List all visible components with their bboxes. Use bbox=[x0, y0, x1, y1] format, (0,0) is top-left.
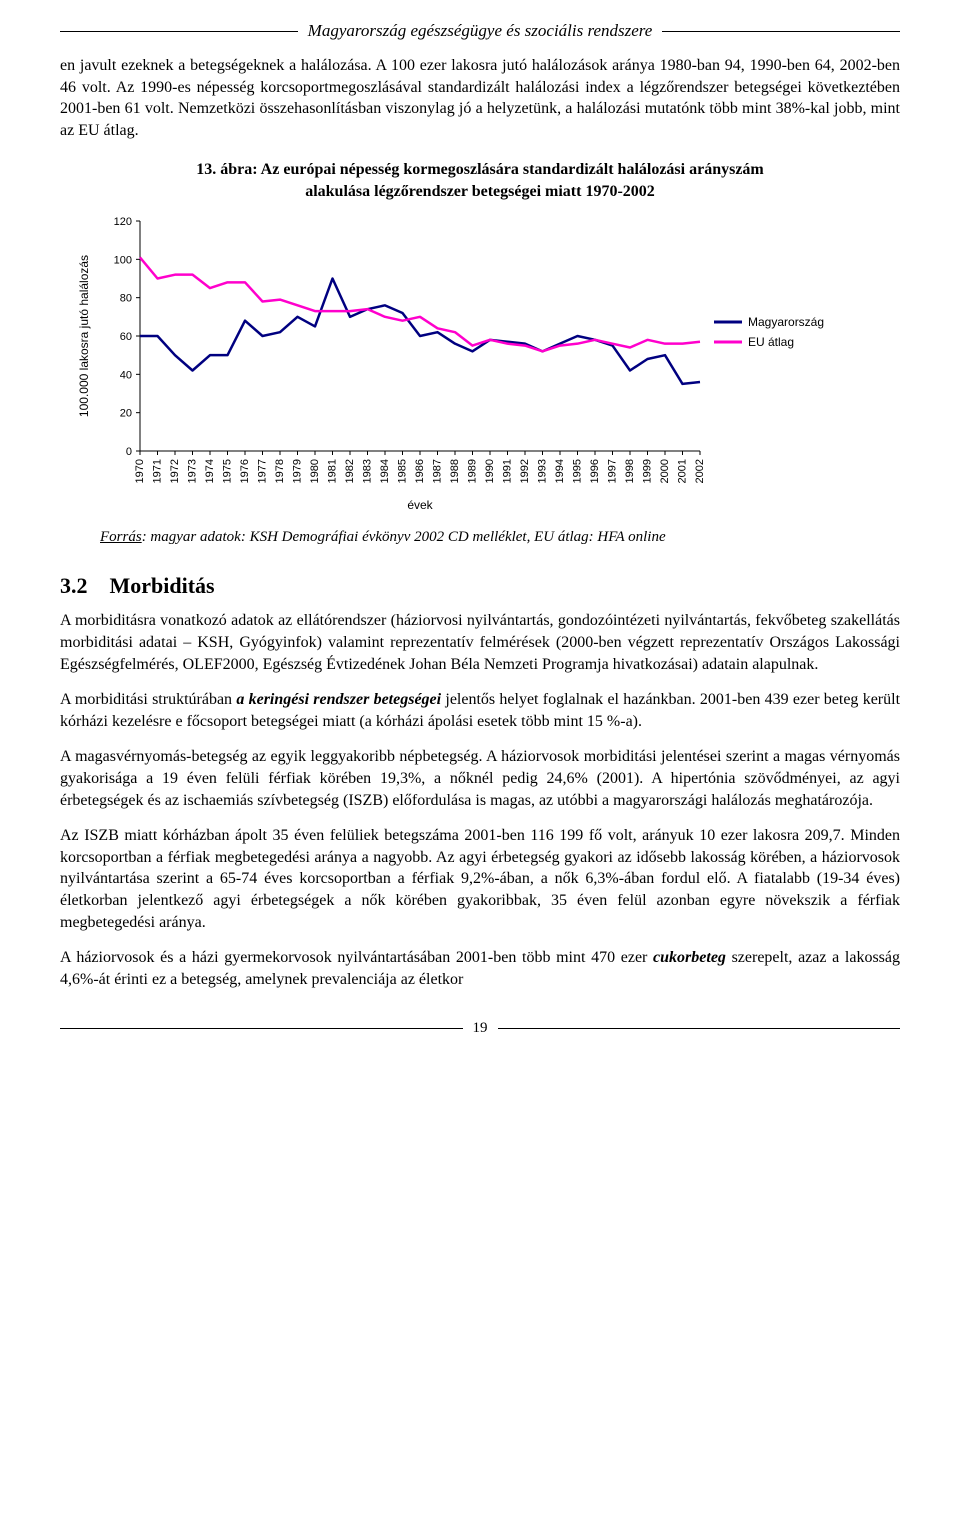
page-header: Magyarország egészségügye és szociális r… bbox=[60, 20, 900, 43]
svg-text:40: 40 bbox=[120, 369, 132, 381]
morbidity-p2: A morbiditási struktúrában a keringési r… bbox=[60, 689, 900, 732]
svg-text:1994: 1994 bbox=[554, 459, 566, 483]
svg-text:1970: 1970 bbox=[134, 459, 146, 483]
svg-text:1995: 1995 bbox=[572, 459, 584, 483]
footer-rule-right bbox=[498, 1028, 901, 1029]
svg-text:1977: 1977 bbox=[257, 459, 269, 483]
svg-text:100: 100 bbox=[114, 254, 132, 266]
svg-text:1979: 1979 bbox=[292, 459, 304, 483]
morbidity-p5-pre: A háziorvosok és a házi gyermekorvosok n… bbox=[60, 949, 653, 966]
svg-text:1980: 1980 bbox=[309, 459, 321, 483]
svg-text:2000: 2000 bbox=[659, 459, 671, 483]
svg-text:1976: 1976 bbox=[239, 459, 251, 483]
svg-text:EU átlag: EU átlag bbox=[748, 335, 794, 349]
morbidity-p2-pre: A morbiditási struktúrában bbox=[60, 691, 236, 708]
svg-text:60: 60 bbox=[120, 331, 132, 343]
morbidity-p3: A magasvérnyomás-betegség az egyik leggy… bbox=[60, 746, 900, 811]
svg-text:1986: 1986 bbox=[414, 459, 426, 483]
svg-text:Magyarország: Magyarország bbox=[748, 315, 824, 329]
svg-text:1981: 1981 bbox=[327, 459, 339, 483]
figure-caption: 13. ábra: Az európai népesség kormegoszl… bbox=[170, 159, 790, 202]
svg-text:1983: 1983 bbox=[362, 459, 374, 483]
source-label: Forrás bbox=[100, 529, 142, 545]
page-footer: 19 bbox=[60, 1018, 900, 1038]
svg-text:évek: évek bbox=[407, 498, 433, 512]
svg-text:1997: 1997 bbox=[607, 459, 619, 483]
svg-text:1987: 1987 bbox=[432, 459, 444, 483]
page-number: 19 bbox=[473, 1018, 488, 1038]
section-title: Morbiditás bbox=[110, 573, 215, 598]
section-number: 3.2 bbox=[60, 571, 104, 601]
svg-text:1992: 1992 bbox=[519, 459, 531, 483]
svg-text:80: 80 bbox=[120, 292, 132, 304]
svg-text:1973: 1973 bbox=[187, 459, 199, 483]
header-rule-right bbox=[662, 31, 900, 32]
svg-text:20: 20 bbox=[120, 407, 132, 419]
svg-text:1999: 1999 bbox=[642, 459, 654, 483]
svg-text:1989: 1989 bbox=[467, 459, 479, 483]
svg-text:1991: 1991 bbox=[502, 459, 514, 483]
svg-text:100.000 lakosra jutó halálozás: 100.000 lakosra jutó halálozás bbox=[77, 254, 91, 416]
svg-text:1974: 1974 bbox=[204, 459, 216, 483]
svg-text:1971: 1971 bbox=[152, 459, 164, 483]
svg-text:0: 0 bbox=[126, 446, 132, 458]
source-text: : magyar adatok: KSH Demográfiai évkönyv… bbox=[142, 529, 666, 545]
svg-text:1993: 1993 bbox=[537, 459, 549, 483]
header-title: Magyarország egészségügye és szociális r… bbox=[308, 20, 653, 43]
svg-text:120: 120 bbox=[114, 216, 132, 228]
footer-rule-left bbox=[60, 1028, 463, 1029]
section-heading: 3.2 Morbiditás bbox=[60, 571, 900, 601]
morbidity-p5: A háziorvosok és a házi gyermekorvosok n… bbox=[60, 947, 900, 990]
morbidity-p4: Az ISZB miatt kórházban ápolt 35 éven fe… bbox=[60, 825, 900, 933]
header-rule-left bbox=[60, 31, 298, 32]
svg-text:1996: 1996 bbox=[589, 459, 601, 483]
svg-text:1988: 1988 bbox=[449, 459, 461, 483]
intro-paragraph: en javult ezeknek a betegségeknek a halá… bbox=[60, 55, 900, 141]
svg-text:1975: 1975 bbox=[222, 459, 234, 483]
svg-text:1998: 1998 bbox=[624, 459, 636, 483]
morbidity-p2-bold: a keringési rendszer betegségei bbox=[236, 691, 441, 708]
svg-text:2001: 2001 bbox=[677, 459, 689, 483]
svg-text:1990: 1990 bbox=[484, 459, 496, 483]
svg-text:1984: 1984 bbox=[379, 459, 391, 483]
morbidity-p1: A morbiditásra vonatkozó adatok az ellát… bbox=[60, 610, 900, 675]
svg-text:1972: 1972 bbox=[169, 459, 181, 483]
figure-source: Forrás: magyar adatok: KSH Demográfiai é… bbox=[100, 527, 900, 547]
svg-text:1985: 1985 bbox=[397, 459, 409, 483]
svg-text:1978: 1978 bbox=[274, 459, 286, 483]
svg-text:1982: 1982 bbox=[344, 459, 356, 483]
svg-text:2002: 2002 bbox=[694, 459, 706, 483]
morbidity-p5-bold: cukorbeteg bbox=[653, 949, 726, 966]
chart-svg: 0 20 40 60 80 100 120 1970 1971 1972 1973 1974 1975 1… bbox=[70, 211, 850, 521]
line-chart: 0 20 40 60 80 100 120 1970 1971 1972 1973 1974 1975 1… bbox=[70, 211, 900, 521]
